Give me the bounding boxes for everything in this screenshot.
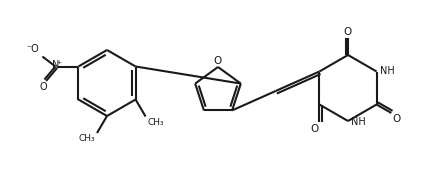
Text: O: O xyxy=(344,27,352,37)
Text: O: O xyxy=(310,123,318,134)
Text: O: O xyxy=(214,56,222,65)
Text: CH₃: CH₃ xyxy=(78,134,95,143)
Text: NH: NH xyxy=(351,117,366,127)
Text: NH: NH xyxy=(380,65,394,76)
Text: CH₃: CH₃ xyxy=(148,117,164,127)
Text: +: + xyxy=(57,60,62,65)
Text: O: O xyxy=(392,114,401,124)
Text: O: O xyxy=(39,82,47,91)
Text: ⁻O: ⁻O xyxy=(27,44,39,55)
Text: N: N xyxy=(52,61,59,70)
